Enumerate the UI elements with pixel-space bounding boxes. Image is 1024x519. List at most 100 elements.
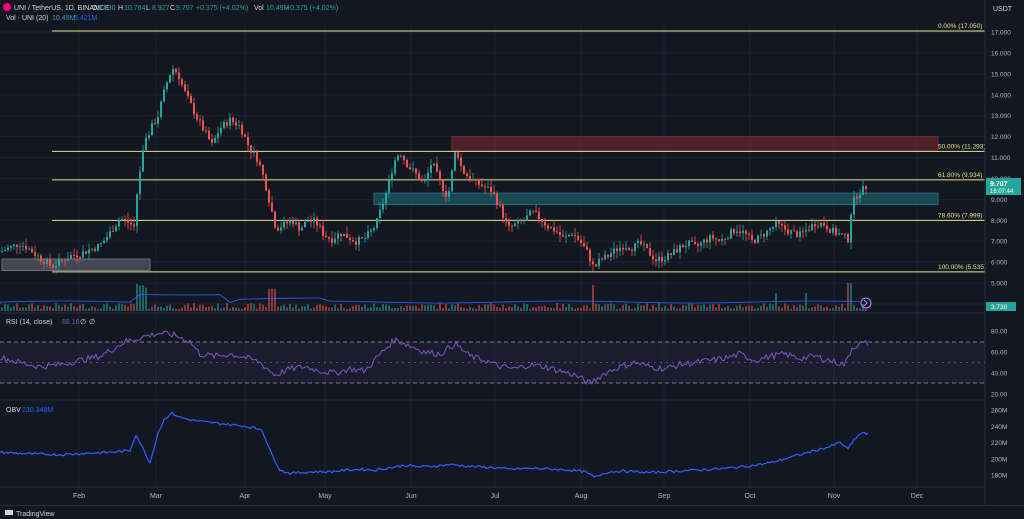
volume-bar (82, 304, 84, 311)
candle-body (811, 224, 813, 231)
volume-bar (769, 303, 771, 311)
vol-indicator-title[interactable]: Vol · UNI (20) (6, 15, 48, 22)
candle-body (691, 240, 693, 242)
volume-bar (43, 305, 45, 311)
candle-body (58, 259, 60, 266)
candle-body (442, 180, 444, 192)
volume-bar (265, 307, 267, 311)
candle-body (127, 219, 129, 223)
candle-body (820, 223, 822, 227)
candle-body (175, 68, 177, 73)
volume-bar (130, 303, 132, 311)
volume-bar (115, 305, 117, 311)
candle-body (409, 167, 411, 170)
volume-bar (331, 307, 333, 311)
candle-body (421, 180, 423, 182)
candle-body (523, 220, 525, 222)
candle-body (490, 186, 492, 193)
rsi-title[interactable]: RSI (14, close) (6, 319, 52, 326)
obv-axis[interactable]: 260M 240M 220M 200M 180M (991, 408, 1007, 480)
candle-body (298, 222, 300, 231)
candle-body (826, 225, 828, 230)
time-axis[interactable]: Feb Mar Apr May Jun Jul Aug Sep Oct Nov Dec (73, 493, 924, 500)
candle-body (286, 221, 288, 224)
candle-body (355, 241, 357, 245)
last-price-value: 9.707 (990, 181, 1008, 188)
volume-bar (397, 308, 399, 311)
fibonacci-retracement[interactable]: 0.00% (17.050) 50.00% (11.293) 61.80% (9.9… (52, 23, 986, 273)
candle-body (805, 229, 807, 232)
candle-body (676, 249, 678, 253)
candle-body (469, 176, 471, 180)
volume-bar (505, 308, 507, 311)
volume-bar (316, 304, 318, 311)
candle-body (226, 122, 228, 126)
candle-body (595, 264, 597, 267)
candle-body (520, 220, 522, 222)
candle-body (388, 180, 390, 193)
candle-body (601, 258, 603, 260)
candle-body (556, 231, 558, 233)
volume-bar (553, 307, 555, 311)
candle-body (316, 218, 318, 226)
candle-body (367, 231, 369, 239)
price-tick-label: 5.000 (991, 281, 1008, 288)
candle-body (73, 255, 75, 256)
volume-bar (757, 307, 759, 311)
rsi-extra-2: ∅ (89, 319, 95, 326)
candle-body (856, 196, 858, 199)
volume-ma-line (0, 293, 861, 304)
time-tick-label: Mar (150, 493, 163, 500)
candle-body (331, 238, 333, 243)
volume-bar (61, 306, 63, 311)
candle-body (169, 74, 171, 83)
candle-body (400, 155, 402, 157)
candle-body (622, 247, 624, 250)
volume-bar (103, 304, 105, 311)
volume-bar (577, 308, 579, 311)
volume-bar (418, 308, 420, 311)
candle-body (199, 119, 201, 121)
volume-bar (64, 304, 66, 311)
volume-bar (523, 303, 525, 311)
volume-bar (58, 305, 60, 311)
volume-bar (367, 307, 369, 311)
volume-bar (181, 307, 183, 311)
brand-name: TradingView (16, 511, 55, 518)
candle-body (472, 179, 474, 180)
volume-bar (94, 307, 96, 311)
volume-bar (658, 303, 660, 311)
candle-body (40, 255, 42, 262)
candle-body (865, 186, 867, 190)
last-price-countdown: 16:07:44 (990, 189, 1014, 195)
candle-body (586, 246, 588, 250)
candle-body (577, 235, 579, 240)
volume-bar (274, 289, 276, 311)
candle-body (46, 259, 48, 265)
obv-title[interactable]: OBV (6, 407, 21, 414)
time-tick-label: Oct (745, 493, 756, 500)
candle-body (376, 218, 378, 229)
volume-bar (325, 306, 327, 311)
volume-bar (763, 303, 765, 311)
rsi-axis[interactable]: 80.00 60.00 40.00 20.00 (991, 329, 1008, 399)
candle-body (16, 244, 18, 247)
volume-bar (712, 304, 714, 311)
volume-bar (292, 307, 294, 311)
volume-bar (592, 285, 594, 311)
candle-body (115, 226, 117, 232)
volume-bar (556, 303, 558, 311)
volume-bar (355, 304, 357, 311)
candle-body (658, 257, 660, 262)
volume-bar (541, 306, 543, 311)
candle-body (814, 224, 816, 227)
price-axis[interactable]: USDT 17.000 16.000 15.000 14.000 13.000 12.00… (986, 6, 1021, 311)
candle-body (205, 130, 207, 132)
volume-bar (667, 308, 669, 311)
alert-icon[interactable] (860, 297, 872, 309)
symbol-title[interactable]: UNI / TetherUS, 1D, BINANCE (14, 5, 109, 12)
currency-label[interactable]: USDT (993, 6, 1013, 13)
volume-bar (631, 308, 633, 311)
volume-bar (145, 287, 147, 311)
